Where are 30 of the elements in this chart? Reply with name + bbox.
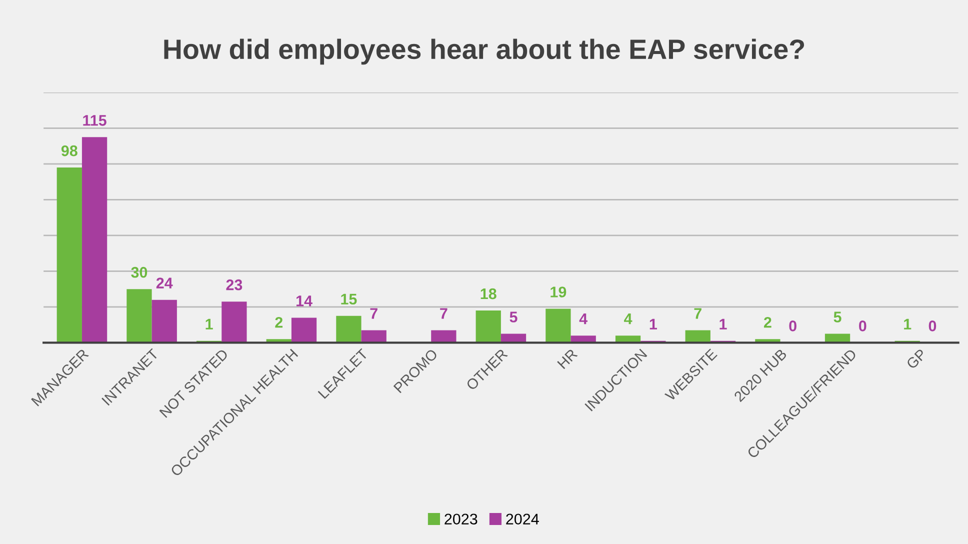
data-label: 2 — [275, 316, 283, 328]
data-label: 0 — [928, 320, 936, 332]
legend-label: 2024 — [506, 514, 539, 525]
data-label: 1 — [904, 318, 912, 330]
chart-title: How did employees hear about the EAP service? — [164, 38, 804, 65]
data-label: 24 — [156, 278, 173, 288]
data-label: 0 — [859, 320, 866, 332]
data-label: 1 — [650, 318, 657, 330]
data-label: 115 — [83, 115, 106, 126]
data-label: 4 — [579, 314, 588, 324]
data-label: 4 — [624, 314, 632, 324]
x-tick-label: GP — [906, 348, 927, 370]
data-label: 5 — [834, 312, 842, 322]
data-label: 14 — [296, 296, 312, 306]
data-label: 7 — [370, 308, 378, 319]
data-label: 18 — [480, 288, 496, 300]
data-label: 98 — [61, 145, 78, 156]
data-label: 5 — [510, 312, 518, 322]
data-label: 7 — [694, 308, 702, 319]
legend-label: 2023 — [444, 514, 478, 525]
data-label: 7 — [440, 308, 448, 319]
data-label: 15 — [341, 294, 357, 305]
data-label: 1 — [720, 318, 727, 330]
data-label: 1 — [206, 318, 213, 330]
data-label: 2 — [764, 316, 772, 328]
data-label: 0 — [789, 320, 796, 332]
data-label: 30 — [131, 266, 148, 278]
data-label: 23 — [226, 279, 242, 290]
x-tick-label: HR — [557, 348, 578, 370]
data-label: 19 — [550, 286, 566, 298]
